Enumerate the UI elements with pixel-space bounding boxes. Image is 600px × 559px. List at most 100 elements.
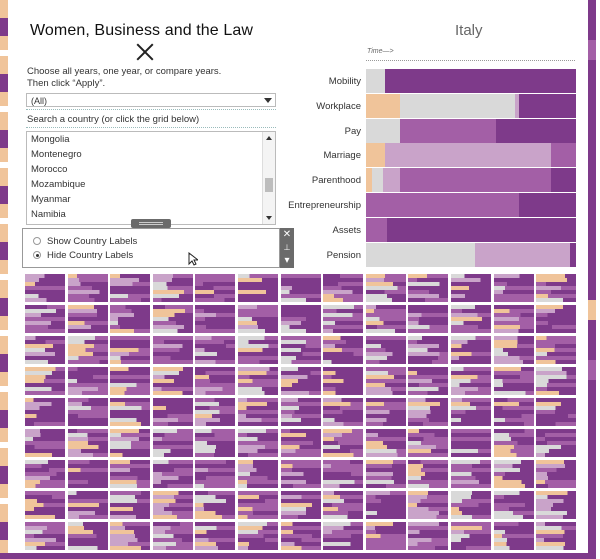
listbox-scrollbar[interactable]	[262, 132, 275, 224]
country-tile[interactable]	[25, 336, 65, 364]
country-tile[interactable]	[323, 429, 364, 457]
country-tile[interactable]	[238, 274, 278, 302]
category-bar[interactable]	[366, 168, 576, 193]
country-tile[interactable]	[493, 274, 534, 302]
country-tile[interactable]	[493, 305, 534, 333]
country-tile[interactable]	[195, 336, 236, 364]
country-tile[interactable]	[152, 398, 193, 426]
country-tile[interactable]	[451, 367, 491, 395]
country-tile[interactable]	[536, 522, 577, 550]
country-listbox[interactable]: Mongolia Montenegro Morocco Mozambique M…	[26, 131, 276, 225]
country-tile[interactable]	[67, 274, 108, 302]
country-tile[interactable]	[152, 460, 193, 488]
country-tile[interactable]	[110, 305, 151, 333]
country-tile[interactable]	[323, 336, 364, 364]
country-tile[interactable]	[493, 429, 534, 457]
country-tile[interactable]	[451, 522, 491, 550]
country-tile[interactable]	[238, 305, 278, 333]
country-tile[interactable]	[195, 491, 236, 519]
country-tile[interactable]	[451, 429, 491, 457]
hide-labels-option[interactable]: Hide Country Labels	[33, 250, 133, 261]
list-item[interactable]: Mozambique	[31, 179, 86, 190]
country-tile[interactable]	[25, 274, 65, 302]
year-select[interactable]: (All)	[26, 93, 276, 107]
country-tile[interactable]	[152, 336, 193, 364]
country-tile[interactable]	[280, 274, 321, 302]
country-tile[interactable]	[67, 367, 108, 395]
country-tile[interactable]	[195, 305, 236, 333]
country-tile[interactable]	[493, 491, 534, 519]
country-tile[interactable]	[280, 398, 321, 426]
list-item[interactable]: Montenegro	[31, 149, 82, 160]
country-tile[interactable]	[365, 460, 406, 488]
country-tile[interactable]	[451, 274, 491, 302]
country-tile[interactable]	[152, 491, 193, 519]
country-tile[interactable]	[365, 398, 406, 426]
country-tile[interactable]	[238, 460, 278, 488]
category-bar[interactable]	[366, 217, 576, 242]
country-tile[interactable]	[451, 460, 491, 488]
country-tile[interactable]	[323, 305, 364, 333]
country-tile[interactable]	[238, 398, 278, 426]
country-tile[interactable]	[536, 274, 577, 302]
country-tile[interactable]	[238, 491, 278, 519]
country-tile[interactable]	[323, 460, 364, 488]
country-tile[interactable]	[451, 305, 491, 333]
country-tile[interactable]	[152, 305, 193, 333]
country-tile[interactable]	[365, 522, 406, 550]
chevron-down-icon[interactable]	[264, 98, 272, 103]
chevron-up-icon[interactable]	[266, 136, 272, 140]
country-tile[interactable]	[536, 367, 577, 395]
country-tile[interactable]	[493, 367, 534, 395]
category-bar[interactable]	[366, 118, 576, 143]
country-tile[interactable]	[195, 429, 236, 457]
country-tile[interactable]	[110, 460, 151, 488]
country-tile[interactable]	[493, 398, 534, 426]
country-tile[interactable]	[67, 336, 108, 364]
country-tile[interactable]	[408, 367, 449, 395]
country-tile[interactable]	[110, 274, 151, 302]
country-tile[interactable]	[110, 367, 151, 395]
menu-icon[interactable]: ▾	[284, 255, 290, 266]
country-tile[interactable]	[536, 398, 577, 426]
country-tile[interactable]	[67, 429, 108, 457]
country-tile[interactable]	[280, 367, 321, 395]
country-tile[interactable]	[280, 491, 321, 519]
country-tile[interactable]	[451, 491, 491, 519]
category-bar[interactable]	[366, 193, 576, 217]
country-tile[interactable]	[67, 398, 108, 426]
country-tile[interactable]	[493, 460, 534, 488]
country-tile[interactable]	[536, 460, 577, 488]
country-tile[interactable]	[323, 398, 364, 426]
country-tile[interactable]	[408, 460, 449, 488]
country-tile[interactable]	[408, 429, 449, 457]
country-tile[interactable]	[195, 274, 236, 302]
country-tile[interactable]	[238, 336, 278, 364]
country-tile[interactable]	[408, 398, 449, 426]
country-tile[interactable]	[493, 336, 534, 364]
country-tile[interactable]	[365, 491, 406, 519]
country-tile[interactable]	[408, 274, 449, 302]
country-tile[interactable]	[536, 305, 577, 333]
country-tile[interactable]	[25, 522, 65, 550]
country-tile[interactable]	[152, 274, 193, 302]
chevron-down-icon[interactable]	[266, 216, 272, 220]
country-tile[interactable]	[280, 522, 321, 550]
country-tile[interactable]	[365, 305, 406, 333]
show-labels-option[interactable]: Show Country Labels	[33, 236, 137, 247]
category-bar[interactable]	[366, 93, 576, 118]
country-tile[interactable]	[536, 491, 577, 519]
country-tile[interactable]	[280, 336, 321, 364]
country-tile[interactable]	[110, 429, 151, 457]
country-tile[interactable]	[408, 522, 449, 550]
country-tile[interactable]	[323, 522, 364, 550]
country-tile[interactable]	[365, 367, 406, 395]
country-tile[interactable]	[280, 460, 321, 488]
country-tile[interactable]	[110, 398, 151, 426]
close-icon[interactable]	[135, 42, 155, 62]
country-tile[interactable]	[67, 305, 108, 333]
category-bar[interactable]	[366, 143, 576, 168]
country-tile[interactable]	[323, 274, 364, 302]
country-tile[interactable]	[408, 305, 449, 333]
country-tile[interactable]	[451, 336, 491, 364]
